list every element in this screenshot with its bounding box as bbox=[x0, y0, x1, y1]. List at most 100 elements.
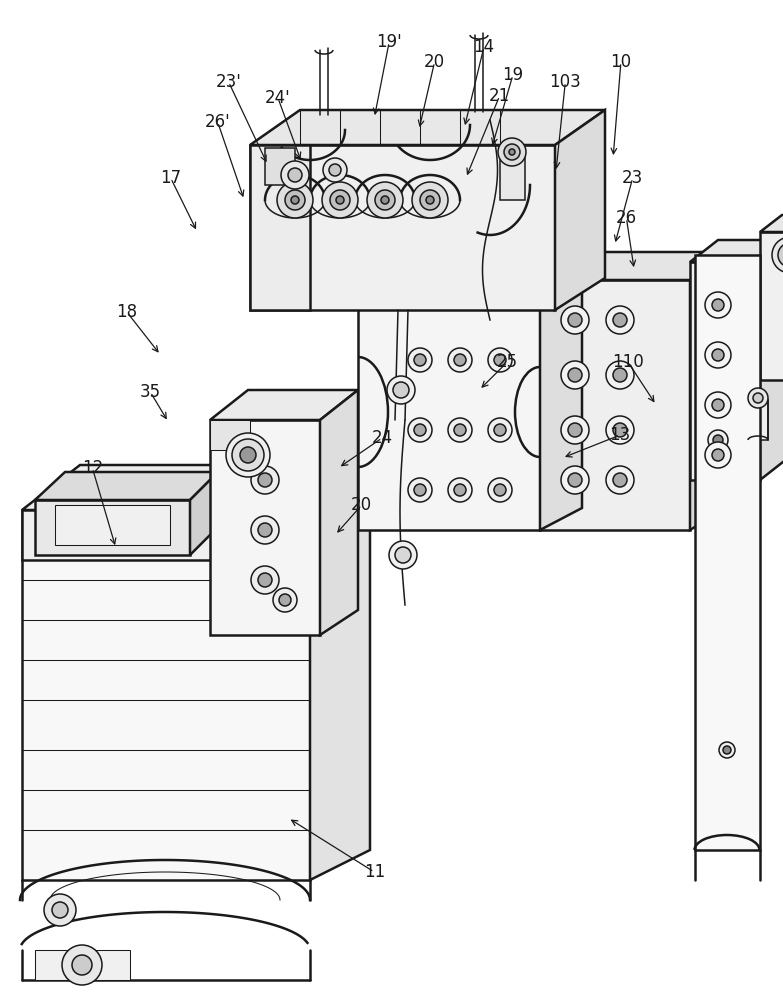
Polygon shape bbox=[35, 950, 130, 980]
Polygon shape bbox=[22, 510, 310, 880]
Polygon shape bbox=[22, 465, 370, 510]
Polygon shape bbox=[358, 295, 540, 530]
Text: 26: 26 bbox=[616, 209, 637, 227]
Circle shape bbox=[44, 894, 76, 926]
Polygon shape bbox=[250, 110, 605, 145]
Circle shape bbox=[277, 182, 313, 218]
Circle shape bbox=[723, 746, 731, 754]
Circle shape bbox=[291, 196, 299, 204]
Circle shape bbox=[448, 478, 472, 502]
Polygon shape bbox=[690, 252, 730, 530]
Circle shape bbox=[52, 902, 68, 918]
Circle shape bbox=[498, 138, 526, 166]
Circle shape bbox=[414, 424, 426, 436]
Text: 13: 13 bbox=[609, 426, 631, 444]
Text: 20: 20 bbox=[352, 496, 372, 514]
Circle shape bbox=[712, 299, 724, 311]
Polygon shape bbox=[310, 465, 370, 880]
Text: 14: 14 bbox=[474, 38, 494, 56]
Circle shape bbox=[258, 573, 272, 587]
Circle shape bbox=[708, 430, 728, 450]
Circle shape bbox=[494, 424, 506, 436]
Circle shape bbox=[448, 348, 472, 372]
Polygon shape bbox=[760, 232, 783, 380]
Circle shape bbox=[568, 313, 582, 327]
Polygon shape bbox=[540, 268, 582, 530]
Polygon shape bbox=[760, 240, 783, 480]
Polygon shape bbox=[540, 252, 730, 280]
Circle shape bbox=[454, 484, 466, 496]
Circle shape bbox=[705, 392, 731, 418]
Circle shape bbox=[323, 158, 347, 182]
Circle shape bbox=[62, 945, 102, 985]
Circle shape bbox=[329, 164, 341, 176]
Polygon shape bbox=[690, 240, 783, 262]
Circle shape bbox=[240, 447, 256, 463]
Text: 23: 23 bbox=[622, 169, 644, 187]
Text: 103: 103 bbox=[550, 73, 581, 91]
Circle shape bbox=[705, 292, 731, 318]
Circle shape bbox=[281, 161, 309, 189]
Circle shape bbox=[454, 354, 466, 366]
Circle shape bbox=[381, 196, 389, 204]
Circle shape bbox=[613, 473, 627, 487]
Circle shape bbox=[488, 418, 512, 442]
Polygon shape bbox=[190, 472, 218, 555]
Circle shape bbox=[322, 182, 358, 218]
Polygon shape bbox=[500, 155, 525, 200]
Circle shape bbox=[613, 423, 627, 437]
Polygon shape bbox=[320, 390, 358, 635]
Circle shape bbox=[561, 361, 589, 389]
Circle shape bbox=[454, 424, 466, 436]
Circle shape bbox=[279, 594, 291, 606]
Text: 10: 10 bbox=[611, 53, 631, 71]
Polygon shape bbox=[748, 400, 768, 440]
Circle shape bbox=[606, 361, 634, 389]
Text: 35: 35 bbox=[140, 383, 161, 401]
Circle shape bbox=[251, 566, 279, 594]
Circle shape bbox=[420, 190, 440, 210]
Polygon shape bbox=[35, 472, 218, 500]
Circle shape bbox=[367, 182, 403, 218]
Text: 17: 17 bbox=[161, 169, 181, 187]
Polygon shape bbox=[250, 145, 310, 310]
Circle shape bbox=[488, 478, 512, 502]
Polygon shape bbox=[358, 268, 582, 295]
Circle shape bbox=[712, 399, 724, 411]
Circle shape bbox=[226, 433, 270, 477]
Text: 19: 19 bbox=[503, 66, 523, 84]
Circle shape bbox=[258, 523, 272, 537]
Circle shape bbox=[712, 449, 724, 461]
Polygon shape bbox=[760, 215, 783, 232]
Text: 18: 18 bbox=[117, 303, 137, 321]
Circle shape bbox=[273, 588, 297, 612]
Circle shape bbox=[330, 190, 350, 210]
Circle shape bbox=[393, 382, 409, 398]
Circle shape bbox=[414, 484, 426, 496]
Polygon shape bbox=[540, 280, 690, 530]
Polygon shape bbox=[35, 500, 190, 555]
Circle shape bbox=[408, 478, 432, 502]
Circle shape bbox=[719, 742, 735, 758]
Text: 12: 12 bbox=[81, 459, 103, 477]
Circle shape bbox=[561, 306, 589, 334]
Text: 25: 25 bbox=[497, 353, 518, 371]
Circle shape bbox=[753, 393, 763, 403]
Circle shape bbox=[613, 313, 627, 327]
Circle shape bbox=[336, 196, 344, 204]
Circle shape bbox=[705, 342, 731, 368]
Circle shape bbox=[395, 547, 411, 563]
Circle shape bbox=[258, 473, 272, 487]
Circle shape bbox=[448, 418, 472, 442]
Circle shape bbox=[387, 376, 415, 404]
Circle shape bbox=[375, 190, 395, 210]
Circle shape bbox=[72, 955, 92, 975]
Polygon shape bbox=[210, 420, 320, 635]
Polygon shape bbox=[695, 255, 760, 850]
Circle shape bbox=[494, 484, 506, 496]
Text: 24: 24 bbox=[372, 429, 392, 447]
Polygon shape bbox=[690, 262, 760, 480]
Circle shape bbox=[606, 306, 634, 334]
Circle shape bbox=[561, 416, 589, 444]
Circle shape bbox=[288, 168, 302, 182]
